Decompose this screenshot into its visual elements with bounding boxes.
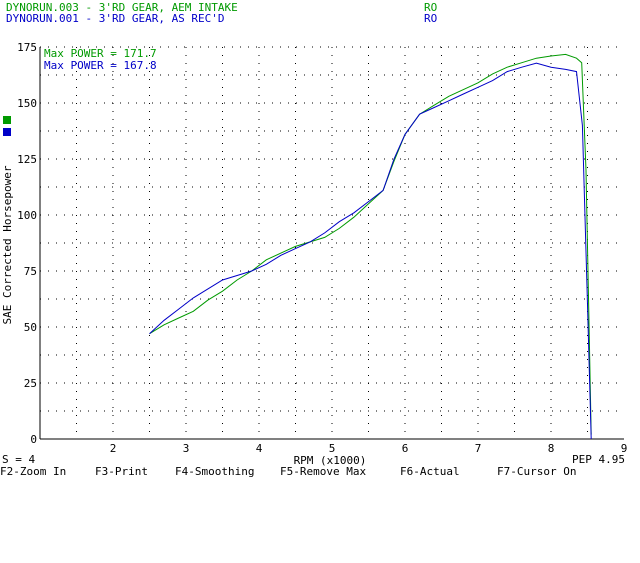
function-key-bar: F2-Zoom In F3-Print F4-Smoothing F5-Remo… [0, 465, 640, 563]
run-1-tag: RO [424, 1, 438, 14]
x-tick-label: 7 [475, 442, 482, 455]
grid [40, 46, 624, 439]
x-tick-label: 6 [402, 442, 409, 455]
y-axis-label: SAE Corrected Horsepower [1, 165, 14, 324]
run-1-title: DYNORUN.003 - 3'RD GEAR, AEM INTAKE [6, 2, 238, 14]
series-swatch-2 [3, 128, 11, 136]
y-tick-label: 0 [30, 433, 37, 446]
x-tick-label: 8 [548, 442, 555, 455]
series-swatch-1 [3, 116, 11, 124]
pep-status: PEP 4.95 [572, 453, 625, 466]
series-swatches [3, 116, 11, 136]
tick-labels: 2 3 4 5 6 7 8 9 0 25 50 75 100 125 150 175 [17, 41, 627, 455]
x-axis-label: RPM (x1000) [294, 454, 367, 467]
x-tick-label: 3 [183, 442, 190, 455]
series-lines [149, 53, 592, 440]
y-tick-label: 25 [24, 377, 37, 390]
y-tick-label: 150 [17, 97, 37, 110]
run-1-name: DYNORUN.003 - 3'RD GEAR, AEM INTAKE [6, 1, 238, 14]
max-power-annotation-2: Max POWER = 167.8 [44, 59, 157, 72]
y-tick-label: 50 [24, 321, 37, 334]
run-2-name: DYNORUN.001 - 3'RD GEAR, AS REC'D [6, 12, 225, 25]
zoom-in-key[interactable]: F2-Zoom In [0, 465, 67, 478]
smoothing-key[interactable]: F4-Smoothing [175, 465, 255, 478]
y-tick-label: 125 [17, 153, 37, 166]
x-tick-label: 5 [329, 442, 336, 455]
x-tick-label: 9 [621, 442, 628, 455]
print-key[interactable]: F3-Print [95, 465, 148, 478]
run-2-title: DYNORUN.001 - 3'RD GEAR, AS REC'D [6, 13, 225, 25]
y-tick-label: 75 [24, 265, 37, 278]
axes [39, 47, 624, 440]
remove-max-key[interactable]: F5-Remove Max [280, 465, 367, 478]
dyno-chart: 2 3 4 5 6 7 8 9 0 25 50 75 100 125 150 175 Max POWER = … [1, 41, 627, 467]
run-2-tag: RO [424, 12, 438, 25]
y-tick-label: 100 [17, 209, 37, 222]
max-power-annotation-1: Max POWER = 171.7 [44, 47, 157, 60]
actual-key[interactable]: F6-Actual [400, 465, 460, 478]
series-line-1 [149, 53, 592, 435]
cursor-on-key[interactable]: F7-Cursor On [497, 465, 577, 478]
smoothing-status: S = 4 [2, 453, 36, 466]
x-tick-label: 4 [256, 442, 263, 455]
series-line-2 [149, 62, 592, 440]
x-tick-label: 2 [110, 442, 117, 455]
y-tick-label: 175 [17, 41, 37, 54]
